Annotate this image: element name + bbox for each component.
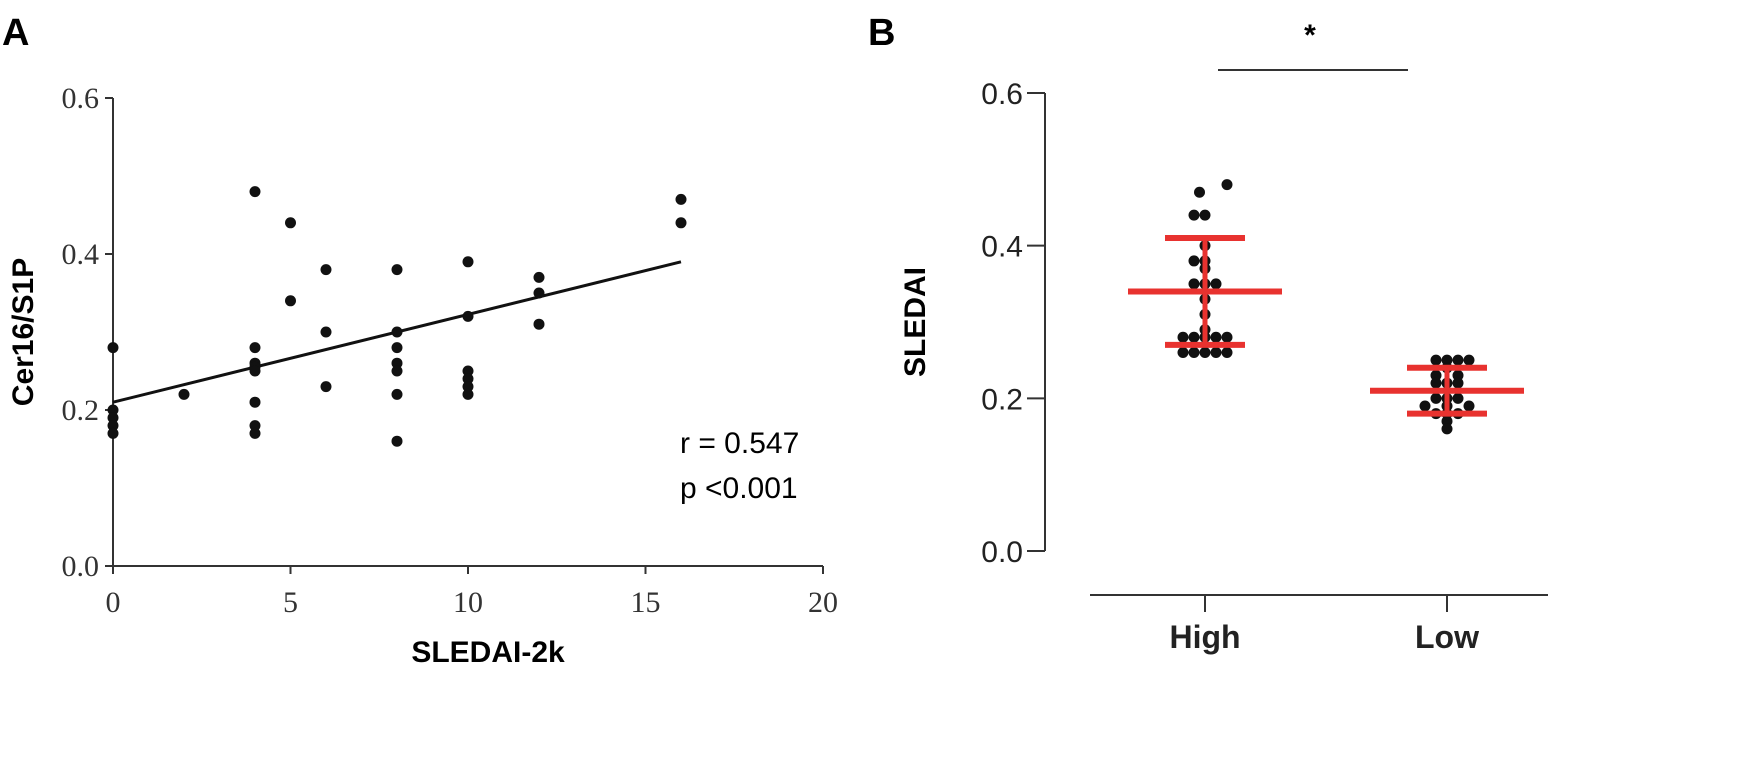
chart-b-data-point bbox=[1430, 392, 1442, 404]
chart-b-data-point bbox=[1463, 354, 1475, 366]
chart-a-data-point bbox=[462, 381, 474, 393]
chart-a-data-point bbox=[462, 310, 474, 322]
chart-a-r-annotation: r = 0.547 bbox=[680, 427, 799, 460]
chart-a-data-point bbox=[533, 271, 545, 283]
chart-a-data-point bbox=[249, 186, 261, 198]
chart-a-p-annotation: p <0.001 bbox=[680, 472, 798, 505]
chart-b-dotplot: 0.0 0.2 0.4 0.6 SLEDAI * High Low bbox=[899, 19, 1548, 655]
chart-b-y-axis-title: SLEDAI bbox=[899, 267, 932, 377]
chart-b-data-point bbox=[1221, 331, 1233, 343]
chart-b-data-point bbox=[1199, 347, 1211, 359]
chart-a-data-point bbox=[533, 287, 545, 299]
chart-b-data-point bbox=[1441, 415, 1453, 427]
chart-b-data-point bbox=[1221, 347, 1233, 359]
chart-b-y-tick-label: 0.6 bbox=[981, 78, 1023, 111]
chart-a-data-point bbox=[107, 412, 119, 424]
chart-a-data-point bbox=[533, 318, 545, 330]
chart-a-data-point bbox=[391, 357, 403, 369]
chart-b-data-point bbox=[1177, 331, 1189, 343]
chart-b-category-high: High bbox=[1169, 619, 1240, 655]
chart-b-data-point bbox=[1210, 331, 1222, 343]
chart-b-data-point bbox=[1188, 347, 1200, 359]
chart-a-x-tick-label: 10 bbox=[453, 586, 483, 619]
chart-b-data-point bbox=[1452, 392, 1464, 404]
chart-a-data-point bbox=[107, 342, 119, 354]
chart-a-x-tick-label: 5 bbox=[283, 586, 298, 619]
chart-a-y-tick-label: 0.2 bbox=[62, 394, 100, 427]
chart-a-data-point bbox=[285, 217, 296, 229]
chart-a-x-tick-label: 0 bbox=[106, 586, 121, 619]
chart-a-data-point bbox=[320, 326, 332, 338]
chart-a-data-point bbox=[107, 420, 119, 432]
chart-a-data-point bbox=[320, 381, 332, 393]
chart-b-ticks: 0.0 0.2 0.4 0.6 bbox=[981, 78, 1448, 612]
chart-b-data-point bbox=[1188, 278, 1200, 290]
panel-a-label: A bbox=[2, 12, 29, 54]
chart-b-data-point bbox=[1441, 354, 1453, 366]
chart-b-data-point bbox=[1221, 179, 1233, 191]
chart-a-data-point bbox=[320, 264, 332, 276]
chart-a-data-point bbox=[462, 365, 474, 377]
chart-b-data-point bbox=[1430, 377, 1442, 389]
chart-a-data-point bbox=[249, 365, 261, 377]
chart-a-points bbox=[107, 186, 687, 447]
chart-a-ticks: 0.0 0.2 0.4 0.6 0 5 10 15 20 bbox=[62, 82, 839, 619]
chart-a-data-point bbox=[285, 295, 296, 307]
chart-a-x-tick-label: 20 bbox=[808, 586, 838, 619]
chart-a-scatter: 0.0 0.2 0.4 0.6 0 5 10 15 20 SLEDAI-2k Cer16/S1P… bbox=[7, 82, 838, 669]
chart-b-data-point bbox=[1430, 354, 1442, 366]
chart-b-data-point bbox=[1210, 347, 1222, 359]
chart-a-data-point bbox=[462, 373, 474, 385]
chart-b-y-tick-label: 0.0 bbox=[981, 536, 1023, 569]
chart-a-data-point bbox=[462, 388, 474, 400]
chart-b-data-point bbox=[1452, 369, 1464, 381]
chart-a-data-point bbox=[249, 420, 261, 432]
chart-b-y-tick-label: 0.4 bbox=[981, 231, 1023, 264]
chart-b-data-point bbox=[1177, 347, 1189, 359]
chart-a-data-point bbox=[249, 427, 261, 439]
chart-b-data-point bbox=[1452, 377, 1464, 389]
chart-a-data-point bbox=[391, 264, 403, 276]
chart-a-data-point bbox=[107, 427, 119, 439]
chart-b-data-point bbox=[1452, 354, 1464, 366]
chart-a-x-axis-title: SLEDAI-2k bbox=[411, 636, 565, 669]
chart-b-significance-label: * bbox=[1304, 19, 1316, 52]
chart-a-y-tick-label: 0.4 bbox=[62, 238, 100, 271]
chart-b-data-point bbox=[1199, 209, 1211, 221]
chart-b-category-low: Low bbox=[1415, 619, 1479, 655]
chart-a-data-point bbox=[107, 404, 119, 416]
chart-b-summary-bars bbox=[1128, 235, 1524, 417]
chart-b-data-point bbox=[1441, 423, 1453, 435]
chart-b-data-point bbox=[1188, 209, 1200, 221]
chart-b-data-point bbox=[1430, 369, 1442, 381]
chart-b-data-point bbox=[1210, 278, 1222, 290]
chart-b-data-point bbox=[1419, 400, 1431, 412]
chart-b-data-point bbox=[1188, 255, 1200, 267]
chart-b-data-point bbox=[1194, 186, 1205, 198]
chart-a-data-point bbox=[391, 388, 403, 400]
chart-a-data-point bbox=[391, 435, 403, 447]
chart-b-points bbox=[1177, 179, 1475, 435]
panel-b-label: B bbox=[868, 12, 895, 54]
chart-b-data-point bbox=[1463, 400, 1475, 412]
chart-a-y-tick-label: 0.6 bbox=[62, 82, 100, 115]
chart-a-y-tick-label: 0.0 bbox=[62, 550, 100, 583]
chart-a-data-point bbox=[249, 396, 261, 408]
chart-a-data-point bbox=[391, 342, 403, 354]
chart-b-axes bbox=[1044, 93, 1548, 596]
chart-a-y-axis-title: Cer16/S1P bbox=[7, 258, 40, 406]
chart-a-data-point bbox=[462, 256, 474, 268]
chart-a-x-tick-label: 15 bbox=[631, 586, 661, 619]
chart-a-data-point bbox=[675, 217, 687, 229]
chart-a-data-point bbox=[675, 193, 687, 205]
chart-a-data-point bbox=[178, 388, 190, 400]
chart-b-data-point bbox=[1188, 331, 1200, 343]
chart-b-y-tick-label: 0.2 bbox=[981, 383, 1023, 416]
chart-a-data-point bbox=[391, 326, 403, 338]
chart-a-data-point bbox=[391, 365, 403, 377]
chart-a-data-point bbox=[249, 342, 261, 354]
